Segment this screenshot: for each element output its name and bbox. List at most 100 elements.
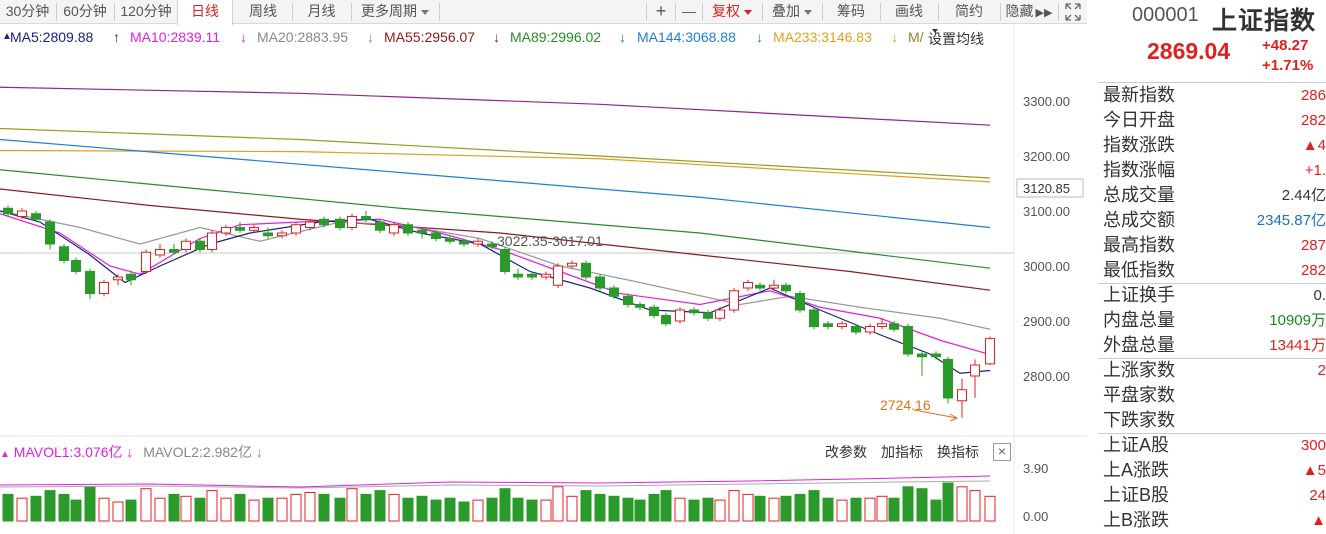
candle-up bbox=[389, 224, 399, 234]
candle-down bbox=[59, 246, 69, 261]
price-tick-label: 3200.00 bbox=[1023, 149, 1070, 164]
candle-down bbox=[31, 213, 41, 220]
candle-down bbox=[335, 218, 345, 228]
legend-marker: ▲ bbox=[0, 449, 10, 460]
quote-row-label: 最新指数 bbox=[1103, 85, 1175, 105]
candle-down bbox=[809, 309, 819, 327]
candle-up bbox=[473, 240, 483, 245]
add-indicator-button[interactable]: 加指标 bbox=[881, 444, 923, 460]
volume-bar-down bbox=[262, 497, 274, 522]
ma233-label: MA233:3146.83 bbox=[773, 29, 872, 45]
zoom-in-button[interactable]: + bbox=[655, 1, 667, 21]
candle-up bbox=[141, 251, 151, 272]
price-change-percent: +1.71% bbox=[1262, 57, 1314, 74]
quote-row-value: 2345.87亿 bbox=[1256, 212, 1326, 229]
fullscreen-icon[interactable] bbox=[1063, 1, 1083, 23]
arrow-down-icon: ↓ bbox=[756, 29, 763, 45]
period-monthly-tab[interactable]: 月线 bbox=[307, 3, 336, 19]
fuquan-dropdown[interactable]: 复权 bbox=[703, 0, 761, 24]
volume-bar-up bbox=[836, 499, 848, 522]
candlestick-chart[interactable]: 3300.00 3200.00 3100.00 3000.00 2900.00 … bbox=[0, 0, 1087, 534]
volume-bar-down bbox=[916, 488, 928, 522]
quote-row-label: 指数涨跌 bbox=[1103, 135, 1175, 155]
volume-bar-down bbox=[70, 499, 82, 522]
switch-indicator-button[interactable]: 换指标 bbox=[937, 444, 979, 460]
close-indicator-button[interactable]: × bbox=[993, 443, 1011, 461]
zoom-out-button[interactable]: — bbox=[682, 3, 696, 19]
toolbar-divider bbox=[1058, 3, 1059, 21]
period-60min-tab[interactable]: 60分钟 bbox=[63, 3, 107, 19]
volume-bar-down bbox=[902, 486, 914, 522]
volume-bar-up bbox=[984, 495, 996, 522]
overlay-dropdown[interactable]: 叠加 bbox=[763, 0, 821, 24]
toolbar-divider bbox=[351, 3, 352, 21]
fuquan-label: 复权 bbox=[712, 3, 740, 19]
quote-row: 下跌家数 bbox=[1098, 408, 1326, 433]
candle-down bbox=[361, 216, 371, 220]
volume-bar-up bbox=[566, 495, 578, 522]
candle-up bbox=[113, 276, 123, 281]
candle-up bbox=[553, 265, 563, 286]
volume-bar-down bbox=[634, 499, 646, 522]
candle-down bbox=[903, 326, 913, 355]
simple-mode-button[interactable]: 简约 bbox=[955, 3, 983, 19]
chevron-down-icon bbox=[932, 29, 938, 33]
ma233b-line bbox=[0, 149, 991, 183]
candle-down bbox=[403, 224, 413, 234]
candle-down bbox=[527, 273, 537, 278]
candle-down bbox=[795, 293, 805, 311]
volume-bar-up bbox=[876, 495, 888, 522]
arrow-down-icon: ↓ bbox=[367, 29, 374, 45]
candle-down bbox=[781, 284, 791, 292]
quote-row-value: 282 bbox=[1300, 112, 1326, 129]
candle-down bbox=[445, 238, 455, 242]
volume-bar-up bbox=[276, 497, 288, 522]
period-120min-tab[interactable]: 120分钟 bbox=[120, 3, 172, 19]
more-periods-dropdown[interactable]: 更多周期 bbox=[352, 0, 438, 24]
quote-row-value: +1. bbox=[1304, 162, 1326, 179]
candle-down bbox=[71, 260, 81, 272]
candle-down bbox=[375, 221, 385, 231]
hide-button[interactable]: 隐藏 ▶▶ bbox=[1001, 0, 1057, 24]
draw-line-button[interactable]: 画线 bbox=[895, 3, 923, 19]
volume-bar-down bbox=[234, 493, 246, 522]
volume-bar-down bbox=[2, 493, 14, 522]
candle-down bbox=[851, 326, 861, 333]
volume-bar-up bbox=[728, 490, 740, 522]
more-periods-label: 更多周期 bbox=[361, 3, 417, 19]
volume-bar-down bbox=[416, 495, 428, 522]
candle-down bbox=[513, 273, 523, 278]
volume-bar-up bbox=[112, 501, 124, 522]
quote-row-label: 今日开盘 bbox=[1103, 110, 1175, 130]
quote-row-label: 上A涨跌 bbox=[1103, 460, 1170, 480]
candle-up bbox=[99, 282, 109, 294]
divider bbox=[1098, 433, 1326, 434]
volume-bar-up bbox=[742, 493, 754, 522]
volume-bar-down bbox=[84, 486, 96, 522]
arrow-down-icon: ↓ bbox=[891, 29, 898, 45]
volume-bar-down bbox=[888, 497, 900, 522]
modify-params-button[interactable]: 改参数 bbox=[825, 444, 867, 460]
volume-bar-up bbox=[206, 490, 218, 522]
current-price-marker: 3120.85 bbox=[1023, 181, 1070, 196]
arrow-down-icon: ↓ bbox=[240, 29, 247, 45]
volume-bar-down bbox=[374, 490, 386, 522]
ma20-line bbox=[0, 210, 991, 330]
period-daily-tab[interactable]: 日线 bbox=[177, 0, 233, 25]
period-weekly-tab[interactable]: 周线 bbox=[249, 3, 277, 19]
quote-row-value: 2.44亿 bbox=[1281, 187, 1326, 204]
chips-button[interactable]: 筹码 bbox=[837, 3, 865, 19]
ma10-label: MA10:2839.11 bbox=[130, 29, 221, 45]
ma-more-label: M/ bbox=[908, 29, 924, 45]
period-30min-tab[interactable]: 30分钟 bbox=[5, 3, 50, 19]
quote-row-label: 总成交量 bbox=[1103, 185, 1175, 205]
volume-bar-down bbox=[486, 497, 498, 522]
volume-bar-down bbox=[30, 495, 42, 522]
volume-bar-up bbox=[969, 490, 981, 522]
stock-code: 000001 bbox=[1132, 4, 1199, 26]
quote-row-value: 286 bbox=[1300, 87, 1326, 104]
volume-bar-down bbox=[360, 493, 372, 522]
volume-bar-up bbox=[388, 493, 400, 522]
candle-down bbox=[431, 232, 441, 239]
candle-down bbox=[500, 249, 510, 272]
